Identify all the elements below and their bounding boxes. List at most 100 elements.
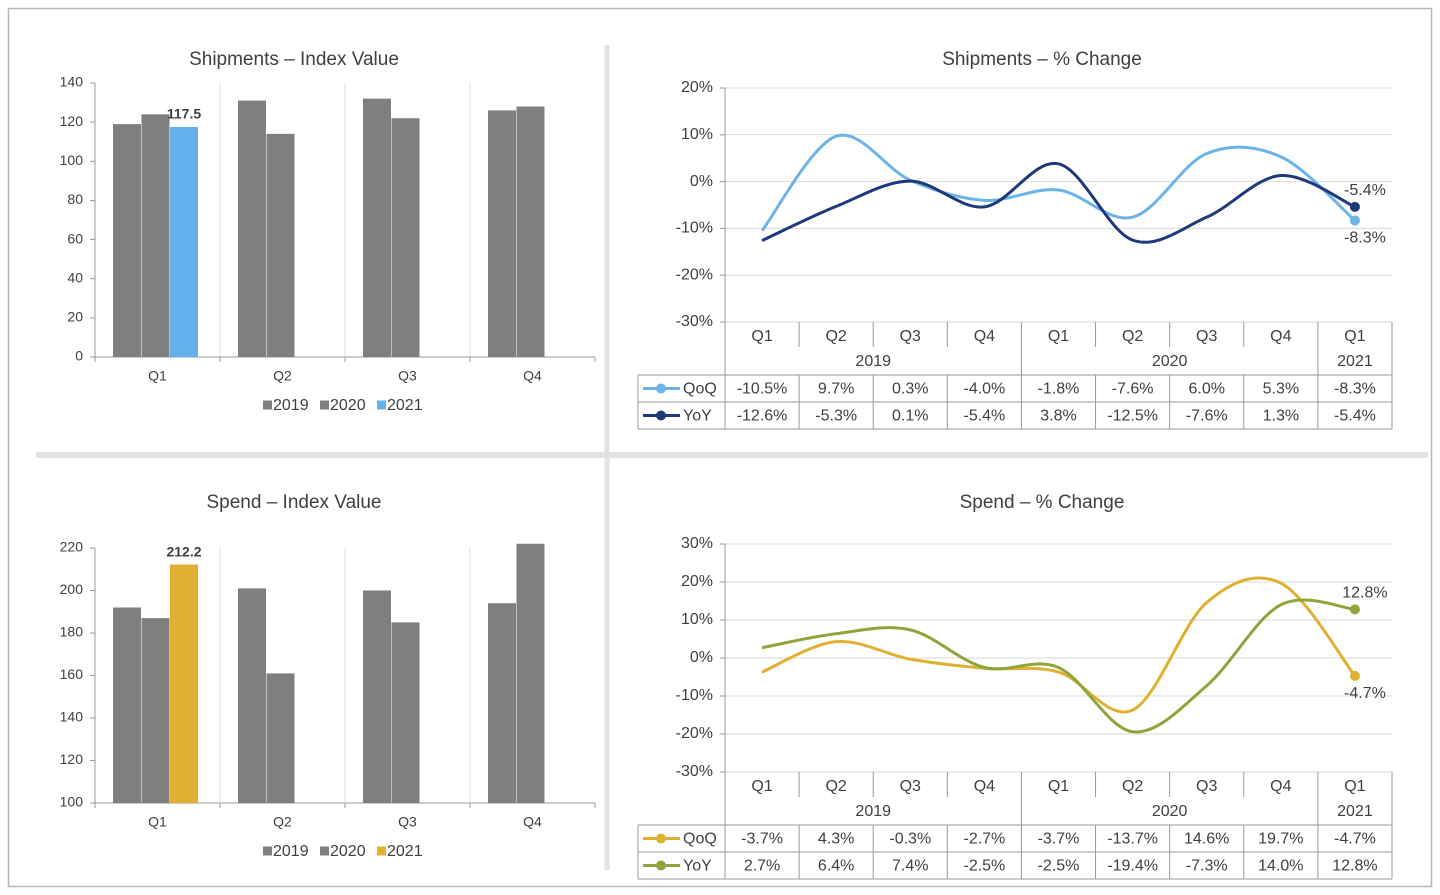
legend-swatch	[377, 846, 386, 856]
table-value: 0.3%	[892, 381, 928, 398]
table-value: 1.3%	[1263, 408, 1299, 425]
series-line	[761, 598, 1356, 734]
group-label: 2021	[1337, 803, 1373, 820]
table-value: 12.8%	[1332, 858, 1377, 875]
legend-label: 2021	[387, 843, 423, 860]
table-value: 14.6%	[1184, 831, 1229, 848]
y-tick-label: 0	[75, 348, 83, 364]
y-tick-label: 220	[60, 539, 84, 555]
bar	[141, 618, 170, 803]
bar	[391, 622, 420, 803]
legend-label: QoQ	[683, 831, 717, 848]
x-tick-label: Q4	[974, 778, 995, 795]
y-tick-label: 120	[60, 751, 84, 767]
end-marker	[1349, 201, 1360, 212]
table-value: 3.8%	[1040, 408, 1076, 425]
y-tick-label: 140	[60, 74, 84, 90]
legend-marker	[656, 833, 666, 844]
group-label: 2020	[1152, 353, 1188, 370]
group-label: 2019	[855, 353, 891, 370]
bar	[266, 133, 295, 357]
table-value: 14.0%	[1258, 858, 1303, 875]
legend-swatch	[263, 400, 272, 410]
table-value: -3.7%	[1038, 831, 1080, 848]
legend-swatch	[377, 400, 386, 410]
chart-title: Spend – Index Value	[206, 492, 381, 513]
y-tick-label: 200	[60, 581, 84, 597]
x-tick-label: Q1	[1344, 778, 1365, 795]
bar	[363, 590, 391, 803]
legend-marker	[656, 383, 666, 394]
x-tick-label: Q3	[1196, 778, 1217, 795]
x-tick-label: Q1	[751, 778, 772, 795]
y-tick-label: 80	[67, 191, 83, 207]
table-value: 6.0%	[1188, 381, 1224, 398]
y-tick-label: 180	[60, 624, 84, 640]
data-label: 117.5	[167, 106, 201, 122]
table-value: -4.7%	[1334, 831, 1376, 848]
x-tick-label: Q2	[273, 368, 292, 384]
table-value: -7.6%	[1186, 408, 1228, 425]
bar	[113, 607, 141, 803]
x-tick-label: Q1	[148, 814, 167, 830]
y-tick-label: -30%	[676, 313, 713, 330]
x-tick-label: Q4	[1270, 328, 1291, 345]
table-value: -5.3%	[815, 408, 857, 425]
legend-label: 2019	[273, 397, 309, 414]
table-value: -7.3%	[1186, 858, 1228, 875]
x-tick-label: Q4	[523, 368, 542, 384]
x-tick-label: Q3	[1196, 328, 1217, 345]
x-tick-label: Q1	[1344, 328, 1365, 345]
x-tick-label: Q2	[1122, 328, 1143, 345]
bar	[363, 98, 391, 358]
x-tick-label: Q1	[1048, 328, 1069, 345]
x-tick-label: Q3	[900, 328, 921, 345]
y-tick-label: 140	[60, 709, 84, 725]
x-tick-label: Q2	[825, 328, 846, 345]
y-tick-label: 10%	[681, 611, 713, 628]
x-tick-label: Q4	[523, 814, 542, 830]
x-tick-label: Q2	[825, 778, 846, 795]
legend-label: YoY	[683, 408, 712, 425]
legend-swatch	[320, 400, 329, 410]
end-marker	[1349, 215, 1360, 226]
y-tick-label: 0%	[690, 649, 713, 666]
chart-title: Spend – % Change	[960, 492, 1125, 513]
legend-marker	[656, 860, 666, 871]
bar	[170, 564, 198, 803]
bar	[170, 127, 198, 358]
y-tick-label: 120	[60, 113, 84, 129]
table-value: -4.0%	[963, 381, 1005, 398]
y-tick-label: -30%	[676, 763, 713, 780]
x-tick-label: Q2	[1122, 778, 1143, 795]
bar	[391, 118, 420, 357]
table-value: 9.7%	[818, 381, 854, 398]
table-value: -8.3%	[1334, 381, 1376, 398]
bar	[238, 100, 266, 357]
bar	[238, 588, 266, 803]
group-label: 2019	[855, 803, 891, 820]
chart-title: Shipments – % Change	[942, 49, 1142, 70]
y-tick-label: -10%	[676, 687, 713, 704]
end-label: 12.8%	[1342, 585, 1387, 602]
x-tick-label: Q1	[1048, 778, 1069, 795]
bar	[141, 114, 170, 357]
legend-marker	[656, 410, 666, 421]
bar	[113, 124, 141, 357]
y-tick-label: -10%	[676, 220, 713, 237]
bar	[516, 543, 545, 803]
data-label: 212.2	[166, 543, 201, 559]
table-value: 5.3%	[1263, 381, 1299, 398]
table-value: 0.1%	[892, 408, 928, 425]
end-marker	[1349, 604, 1360, 615]
y-tick-label: 100	[60, 152, 84, 168]
legend-label: YoY	[683, 858, 712, 875]
y-tick-label: 100	[60, 794, 84, 810]
x-tick-label: Q3	[398, 368, 417, 384]
frame	[7, 7, 1433, 888]
group-label: 2020	[1152, 803, 1188, 820]
table-value: -2.5%	[963, 858, 1005, 875]
y-tick-label: -20%	[676, 725, 713, 742]
